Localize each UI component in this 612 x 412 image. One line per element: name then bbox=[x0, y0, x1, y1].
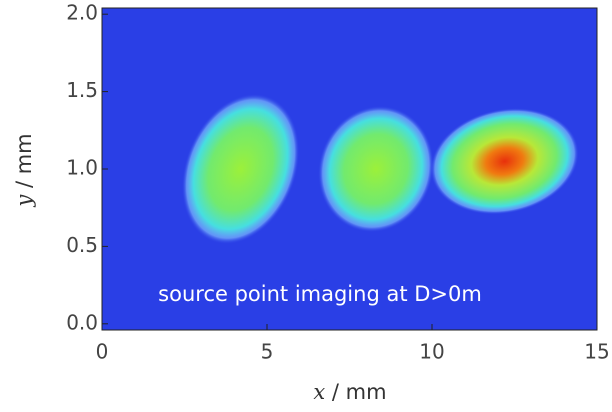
spot bbox=[318, 105, 434, 233]
x-tick-label: 0 bbox=[96, 340, 109, 364]
annotation: source point imaging at D>0m bbox=[158, 282, 482, 306]
y-var: y bbox=[12, 194, 36, 208]
x-axis-label: x / mm bbox=[313, 380, 386, 405]
plot-area bbox=[102, 8, 597, 330]
spot bbox=[181, 93, 300, 245]
y-unit: / mm bbox=[12, 133, 36, 194]
y-tick-label: 1.0 bbox=[66, 156, 98, 180]
x-var: x bbox=[313, 380, 325, 404]
x-tick-label: 10 bbox=[419, 340, 444, 364]
spot bbox=[430, 108, 579, 215]
y-axis-label: y / mm bbox=[12, 133, 37, 207]
x-tick-label: 5 bbox=[261, 340, 274, 364]
y-tick-label: 2.0 bbox=[66, 1, 98, 25]
x-unit: / mm bbox=[325, 380, 386, 404]
y-tick-label: 1.5 bbox=[66, 78, 98, 102]
y-tick-label: 0.0 bbox=[66, 310, 98, 334]
y-tick-label: 0.5 bbox=[66, 233, 98, 257]
x-tick-label: 15 bbox=[584, 340, 609, 364]
